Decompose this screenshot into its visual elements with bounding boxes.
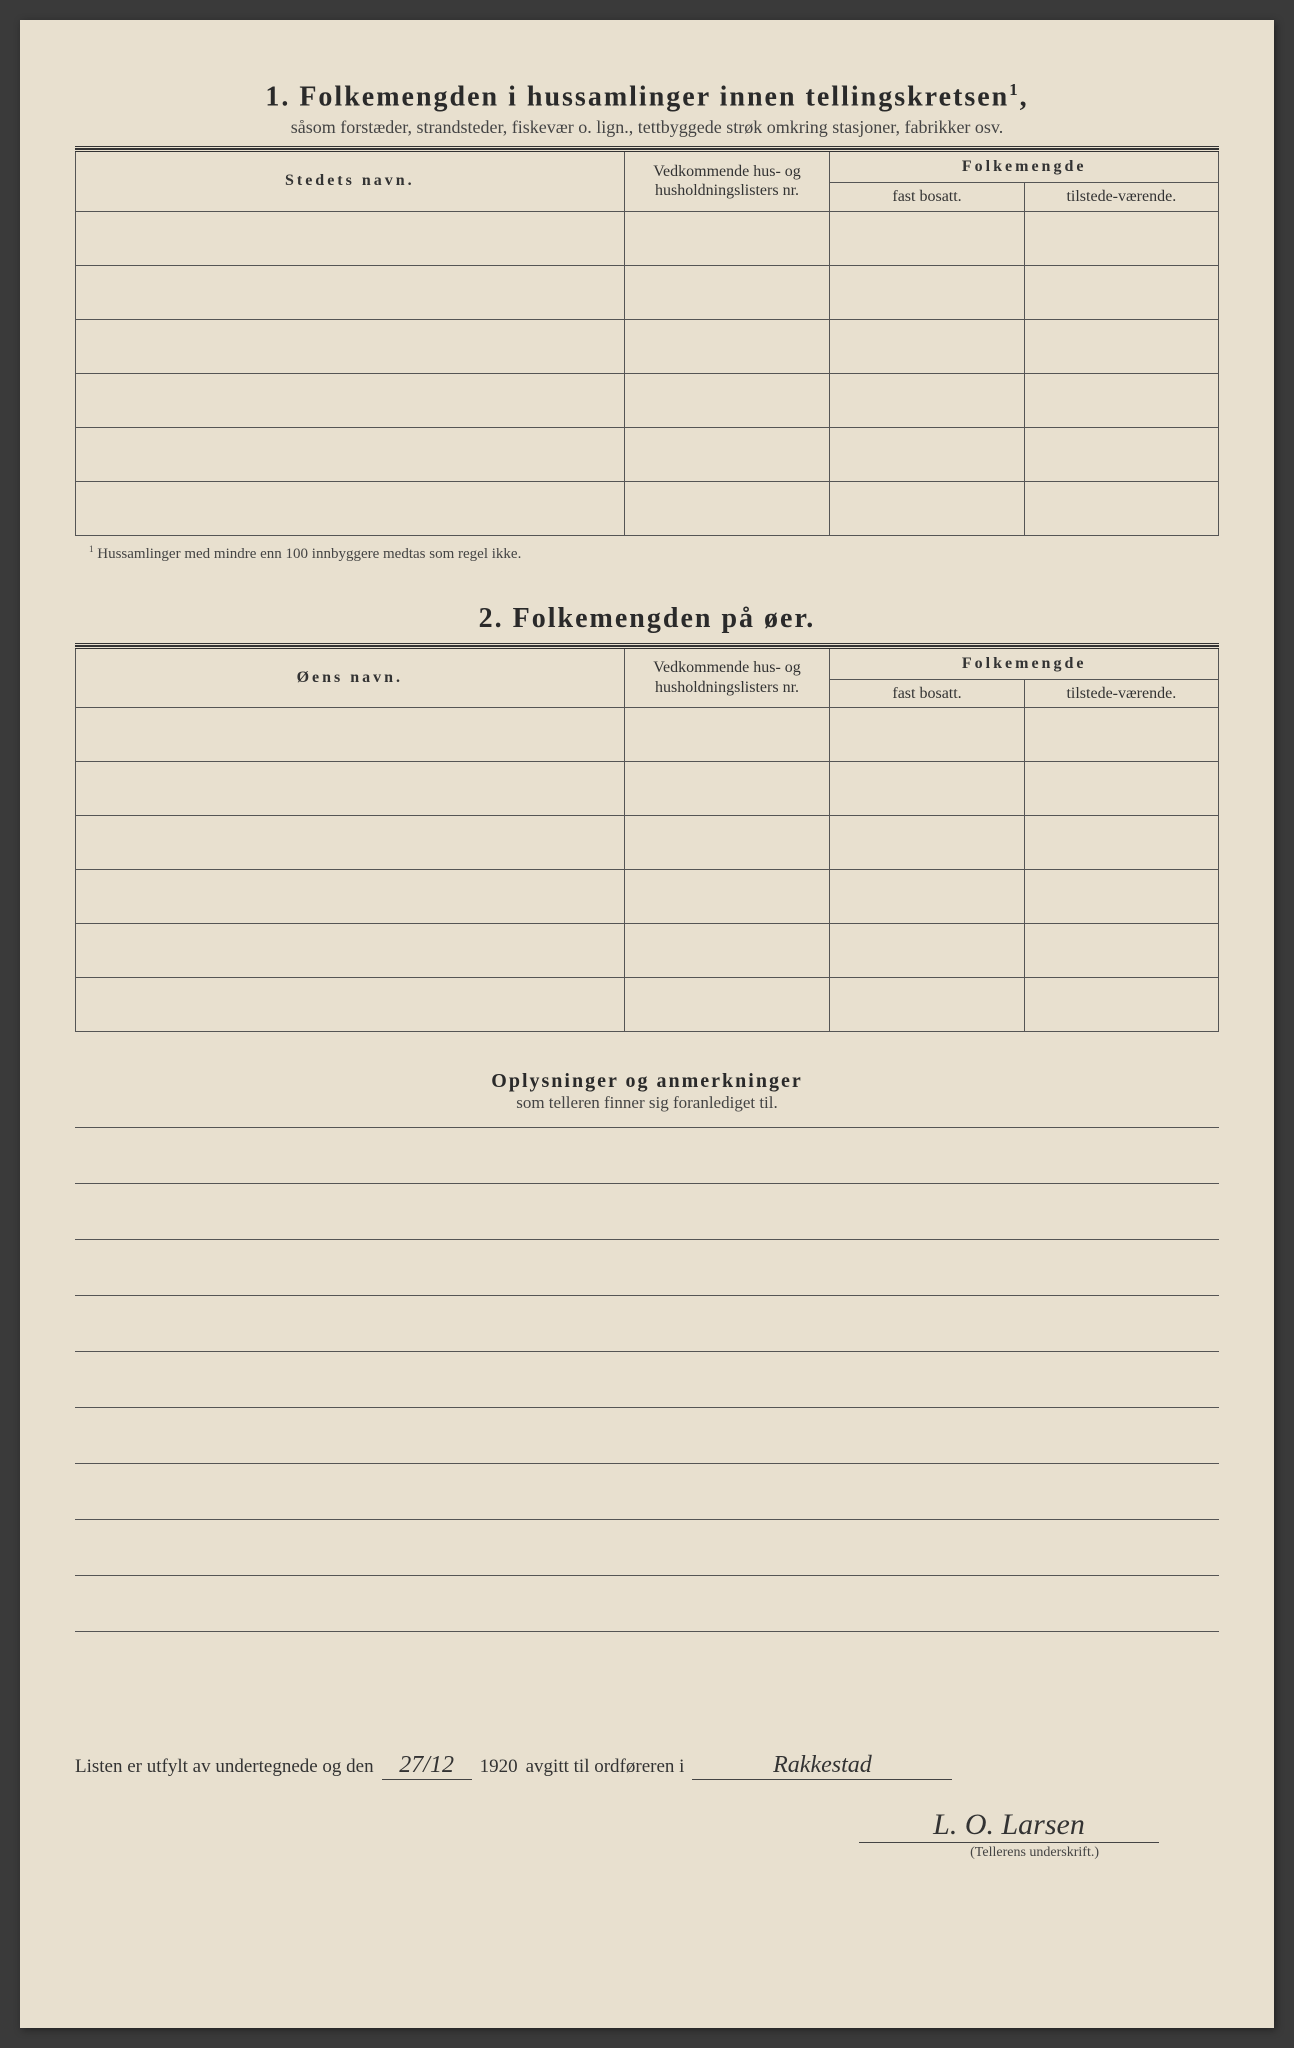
section1-body bbox=[76, 211, 1219, 535]
notes-line bbox=[75, 1184, 1219, 1240]
table-cell bbox=[1024, 923, 1218, 977]
table-cell bbox=[624, 707, 830, 761]
signature-block: Listen er utfylt av undertegnede og den … bbox=[75, 1752, 1219, 1861]
sig-place: Rakkestad bbox=[692, 1752, 952, 1780]
table-cell bbox=[76, 481, 625, 535]
table-cell bbox=[624, 815, 830, 869]
notes-subtitle: som telleren finner sig foranlediget til… bbox=[75, 1093, 1219, 1113]
table-cell bbox=[624, 869, 830, 923]
notes-line bbox=[75, 1408, 1219, 1464]
table-cell bbox=[1024, 869, 1218, 923]
table-cell bbox=[1024, 481, 1218, 535]
table-cell bbox=[624, 977, 830, 1031]
section1-subtitle: såsom forstæder, strandsteder, fiskevær … bbox=[75, 117, 1219, 138]
table-cell bbox=[76, 211, 625, 265]
table-cell bbox=[1024, 265, 1218, 319]
table-cell bbox=[76, 319, 625, 373]
table-cell bbox=[830, 761, 1024, 815]
col-fast-2: fast bosatt. bbox=[830, 679, 1024, 707]
table-cell bbox=[76, 761, 625, 815]
table-cell bbox=[830, 977, 1024, 1031]
table-cell bbox=[624, 427, 830, 481]
section2-title-text: Folkemengden på øer. bbox=[513, 603, 816, 634]
table-cell bbox=[830, 869, 1024, 923]
signature-caption: (Tellerens underskrift.) bbox=[75, 1845, 1219, 1861]
table-cell bbox=[76, 869, 625, 923]
table-cell bbox=[1024, 319, 1218, 373]
table-cell bbox=[624, 319, 830, 373]
table-cell bbox=[624, 211, 830, 265]
table-cell bbox=[1024, 373, 1218, 427]
table-cell bbox=[1024, 977, 1218, 1031]
col-folkemengde: Folkemengde bbox=[830, 151, 1219, 183]
col-fast: fast bosatt. bbox=[830, 183, 1024, 211]
table-cell bbox=[76, 815, 625, 869]
notes-line bbox=[75, 1576, 1219, 1632]
col-husliste: Vedkommende hus- og husholdningslisters … bbox=[624, 151, 830, 211]
footnote-text: Hussamlinger med mindre enn 100 innbygge… bbox=[97, 546, 521, 562]
section1-footnote: 1 Hussamlinger med mindre enn 100 innbyg… bbox=[89, 544, 1219, 563]
section2-table: Øens navn. Vedkommende hus- og husholdni… bbox=[75, 646, 1219, 1032]
notes-line bbox=[75, 1296, 1219, 1352]
table-cell bbox=[830, 265, 1024, 319]
notes-line bbox=[75, 1240, 1219, 1296]
table-cell bbox=[830, 923, 1024, 977]
table-cell bbox=[1024, 815, 1218, 869]
table-cell bbox=[830, 427, 1024, 481]
col-stedets-navn: Stedets navn. bbox=[76, 151, 625, 211]
section1-number: 1. bbox=[265, 81, 290, 112]
section1-title-sup: 1 bbox=[1009, 80, 1019, 99]
signature-line: Listen er utfylt av undertegnede og den … bbox=[75, 1752, 1219, 1780]
notes-line bbox=[75, 1352, 1219, 1408]
section1-title: 1. Folkemengden i hussamlinger innen tel… bbox=[75, 80, 1219, 113]
notes-line bbox=[75, 1520, 1219, 1576]
table-cell bbox=[76, 427, 625, 481]
section2-body bbox=[76, 707, 1219, 1031]
table-cell bbox=[1024, 211, 1218, 265]
sig-middle: avgitt til ordføreren i bbox=[526, 1756, 685, 1778]
table-cell bbox=[624, 373, 830, 427]
section2-title: 2. Folkemengden på øer. bbox=[75, 603, 1219, 635]
col-husliste-2: Vedkommende hus- og husholdningslisters … bbox=[624, 647, 830, 707]
table-cell bbox=[624, 923, 830, 977]
table-cell bbox=[830, 481, 1024, 535]
table-cell bbox=[830, 815, 1024, 869]
footnote-sup: 1 bbox=[89, 544, 94, 554]
table-cell bbox=[1024, 427, 1218, 481]
section2-number: 2. bbox=[479, 603, 504, 634]
section1-title-text: Folkemengden i hussamlinger innen tellin… bbox=[299, 81, 1009, 112]
table-cell bbox=[830, 319, 1024, 373]
col-tilstede: tilstede-værende. bbox=[1024, 183, 1218, 211]
table-cell bbox=[1024, 707, 1218, 761]
col-oens-navn: Øens navn. bbox=[76, 647, 625, 707]
table-cell bbox=[624, 265, 830, 319]
table-cell bbox=[76, 977, 625, 1031]
notes-line bbox=[75, 1128, 1219, 1184]
notes-title: Oplysninger og anmerkninger bbox=[75, 1070, 1219, 1093]
table-cell bbox=[830, 373, 1024, 427]
col-folkemengde-2: Folkemengde bbox=[830, 647, 1219, 679]
sig-date: 27/12 bbox=[382, 1752, 472, 1780]
col-tilstede-2: tilstede-værende. bbox=[1024, 679, 1218, 707]
table-cell bbox=[830, 707, 1024, 761]
section1-table: Stedets navn. Vedkommende hus- og hushol… bbox=[75, 149, 1219, 535]
table-cell bbox=[1024, 761, 1218, 815]
sig-year: 1920 bbox=[480, 1756, 518, 1778]
census-form-page: 1. Folkemengden i hussamlinger innen tel… bbox=[20, 20, 1274, 2028]
table-cell bbox=[624, 761, 830, 815]
sig-prefix: Listen er utfylt av undertegnede og den bbox=[75, 1756, 374, 1778]
table-cell bbox=[76, 265, 625, 319]
signature-name-row: L. O. Larsen bbox=[75, 1808, 1219, 1843]
table-cell bbox=[76, 707, 625, 761]
notes-lines bbox=[75, 1127, 1219, 1632]
notes-line bbox=[75, 1464, 1219, 1520]
signature-name: L. O. Larsen bbox=[859, 1808, 1159, 1843]
table-cell bbox=[76, 373, 625, 427]
table-cell bbox=[624, 481, 830, 535]
table-cell bbox=[76, 923, 625, 977]
table-cell bbox=[830, 211, 1024, 265]
